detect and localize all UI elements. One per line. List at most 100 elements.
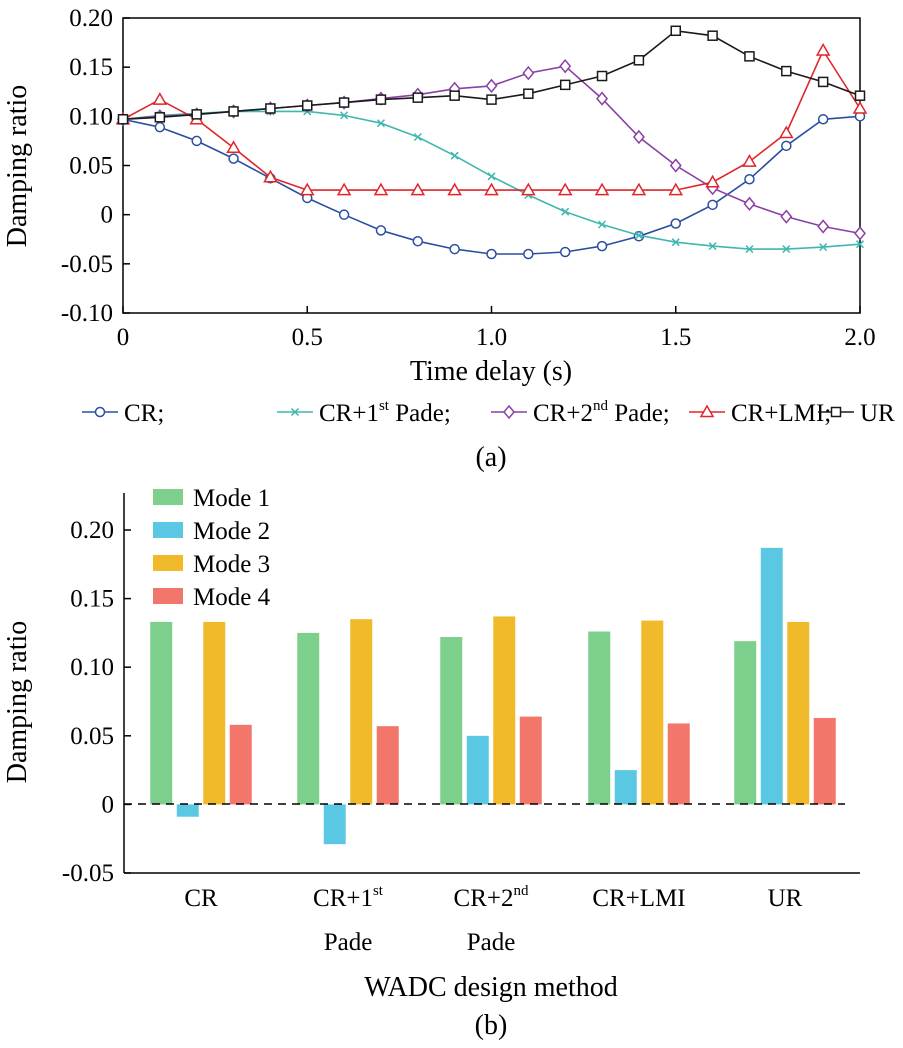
y-axis-label-b: Damping ratio	[2, 621, 33, 784]
bar	[440, 637, 463, 805]
data-point	[228, 153, 239, 164]
legend-label: Mode 3	[193, 551, 270, 578]
data-point	[596, 91, 609, 106]
data-point	[486, 94, 497, 105]
data-point	[191, 109, 202, 120]
data-point	[226, 140, 241, 154]
series-line	[122, 48, 861, 191]
bar	[760, 547, 783, 805]
data-point	[596, 70, 608, 82]
data-point	[117, 114, 129, 125]
data-point	[410, 182, 426, 196]
data-point	[263, 169, 278, 183]
legend-item: Mode 2	[153, 518, 270, 545]
y-tick-label: 0.05	[70, 723, 114, 750]
data-point	[376, 119, 385, 128]
series-0	[117, 111, 866, 260]
bar	[350, 619, 373, 805]
legend-label: CR+1st Pade;	[319, 398, 451, 427]
data-point	[594, 182, 610, 196]
x-ticks-b: CR CR+1st Pade CR+2nd Pade CR+LMI UR	[184, 883, 802, 956]
legend-label: CR+LMI;	[731, 400, 831, 427]
y-tick-label: 0.20	[69, 5, 113, 32]
data-point	[781, 65, 792, 77]
legend-item: UR	[818, 400, 895, 427]
data-point	[855, 240, 865, 249]
legend-label: CR+2nd Pade;	[533, 398, 670, 427]
data-point	[745, 245, 754, 254]
legend-label: CR;	[124, 400, 164, 427]
bar	[519, 716, 542, 805]
data-point	[854, 226, 866, 241]
category-label: CR	[184, 885, 218, 912]
category-label: CR+1st	[313, 883, 384, 912]
category-label-main: CR+LMI	[592, 885, 685, 912]
data-point	[412, 92, 424, 103]
data-point	[854, 90, 866, 101]
category-label: CR+2nd	[454, 883, 529, 912]
data-point	[561, 207, 570, 216]
bar	[813, 717, 836, 805]
legend-label: Mode 4	[193, 584, 271, 611]
series-4	[117, 25, 866, 125]
data-point	[523, 88, 534, 99]
data-point	[815, 42, 831, 56]
data-point	[669, 158, 682, 173]
category-label-main: CR	[184, 885, 218, 912]
data-point	[449, 243, 460, 255]
data-point	[781, 140, 792, 152]
bar-chart-panel: -0.05 0 0.05 0.10 0.15 0.20 CR CR+1st Pade CR+2n…	[2, 485, 860, 1041]
data-point	[559, 59, 572, 74]
data-point	[485, 78, 498, 94]
data-point	[817, 219, 830, 234]
data-point	[632, 129, 645, 145]
data-point	[523, 248, 534, 260]
legend-swatch	[153, 588, 183, 604]
data-point	[670, 25, 681, 37]
legend-label: UR	[860, 400, 895, 427]
bar	[734, 641, 757, 805]
data-point	[154, 112, 166, 123]
legend-swatch	[153, 522, 183, 538]
data-point	[375, 94, 387, 105]
legend-swatch	[153, 555, 183, 571]
data-point	[557, 182, 573, 196]
category-label-main: UR	[768, 885, 803, 912]
data-point	[671, 238, 680, 247]
x-tick-label: 1.0	[476, 324, 507, 351]
data-point	[486, 248, 497, 260]
y-tick-label: 0.15	[69, 54, 113, 81]
bar-group	[440, 616, 542, 805]
data-point	[450, 151, 459, 160]
data-point	[668, 182, 684, 196]
data-point	[336, 182, 352, 196]
data-point	[338, 97, 350, 108]
data-point	[559, 79, 571, 91]
category-label-line2: Pade	[324, 929, 373, 956]
series-3	[115, 42, 868, 196]
bar	[787, 621, 810, 805]
data-point	[782, 245, 791, 254]
data-point	[338, 209, 350, 220]
y-tick-label: 0.10	[70, 654, 114, 681]
data-point	[707, 199, 718, 211]
data-point	[484, 182, 499, 196]
y-tick-label: -0.10	[61, 300, 113, 327]
legend-label-sup: nd	[593, 398, 609, 414]
y-tick-label: -0.05	[62, 860, 114, 887]
data-point	[191, 135, 202, 147]
x-axis-label-b: WADC design method	[364, 972, 618, 1003]
bar	[176, 804, 199, 817]
data-point	[596, 240, 608, 252]
legend-item: CR;	[82, 400, 164, 427]
x-tick-label: 1.5	[660, 324, 691, 351]
bar	[376, 726, 399, 805]
data-point	[265, 103, 276, 114]
legend-item: Mode 1	[153, 485, 270, 512]
data-point	[817, 76, 829, 88]
data-point	[447, 182, 462, 196]
data-point	[521, 182, 536, 196]
legend-label-tail: Pade;	[389, 400, 451, 427]
caption-b: (b)	[475, 1010, 508, 1041]
